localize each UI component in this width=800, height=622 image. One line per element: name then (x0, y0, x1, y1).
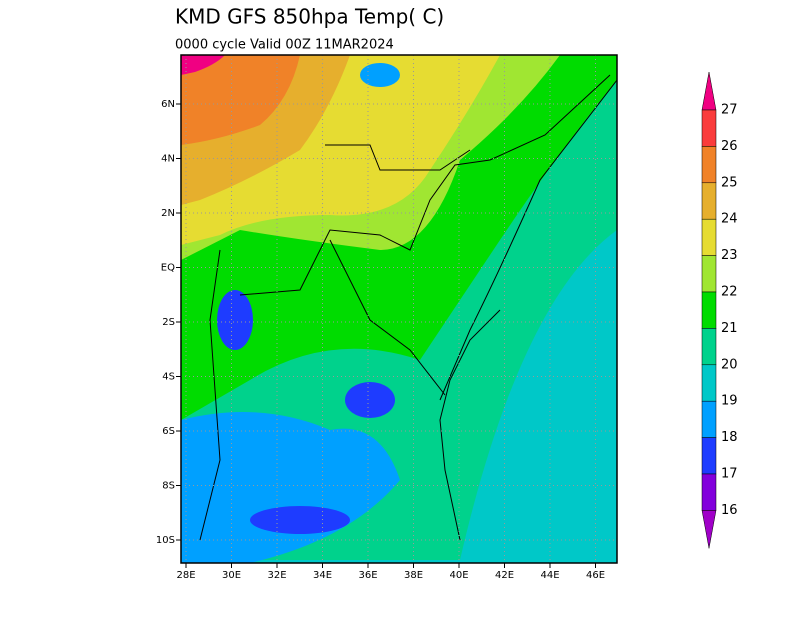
colorbar-label: 21 (721, 321, 738, 336)
title: KMD GFS 850hpa Temp( C) (175, 5, 444, 29)
lon-label: 28E (176, 570, 195, 581)
colorbar-bin (701, 364, 717, 402)
lat-label: 4N (161, 154, 175, 165)
colorbar-label: 19 (721, 394, 738, 409)
colorbar-label: 25 (721, 175, 738, 190)
lon-label: 36E (358, 570, 377, 581)
colorbar-bin (701, 437, 717, 475)
colorbar-bin (701, 291, 717, 329)
lat-label: 2N (161, 208, 175, 219)
colorbar-bin (701, 473, 717, 511)
lon-label: 40E (449, 570, 468, 581)
colorbar-label: 22 (721, 285, 738, 300)
lat-label: 8S (162, 481, 175, 492)
lat-label: 6S (162, 426, 175, 437)
graticule (181, 55, 617, 563)
lon-label: 42E (495, 570, 514, 581)
colorbar-label: 27 (721, 103, 738, 118)
map-frame (180, 54, 618, 564)
lon-label: 38E (404, 570, 423, 581)
colorbar-cap (701, 71, 717, 111)
lat-label: 2S (162, 317, 175, 328)
colorbar-bin (701, 182, 717, 220)
colorbar-label: 26 (721, 139, 738, 154)
colorbar-label: 20 (721, 357, 738, 372)
subtitle: 0000 cycle Valid 00Z 11MAR2024 (175, 38, 394, 53)
lon-label: 30E (222, 570, 241, 581)
colorbar-label: 16 (721, 503, 738, 518)
lat-label: 10S (156, 535, 175, 546)
colorbar-bin (701, 255, 717, 293)
lon-label: 46E (586, 570, 605, 581)
colorbar-label: 17 (721, 467, 738, 482)
colorbar-bin (701, 328, 717, 366)
lat-label: 4S (162, 372, 175, 383)
colorbar-bin (701, 109, 717, 147)
lat-label: 6N (161, 99, 175, 110)
temperature-field (181, 55, 617, 563)
colorbar-bin (701, 146, 717, 184)
colorbar-bin (701, 400, 717, 438)
colorbar-label: 24 (721, 212, 738, 227)
lon-label: 32E (267, 570, 286, 581)
colorbar-cap (701, 510, 717, 549)
colorbar-bin (701, 218, 717, 256)
colorbar-label: 18 (721, 430, 738, 445)
lon-label: 44E (540, 570, 559, 581)
lat-label: EQ (161, 263, 175, 274)
lon-label: 34E (313, 570, 332, 581)
colorbar-label: 23 (721, 248, 738, 263)
